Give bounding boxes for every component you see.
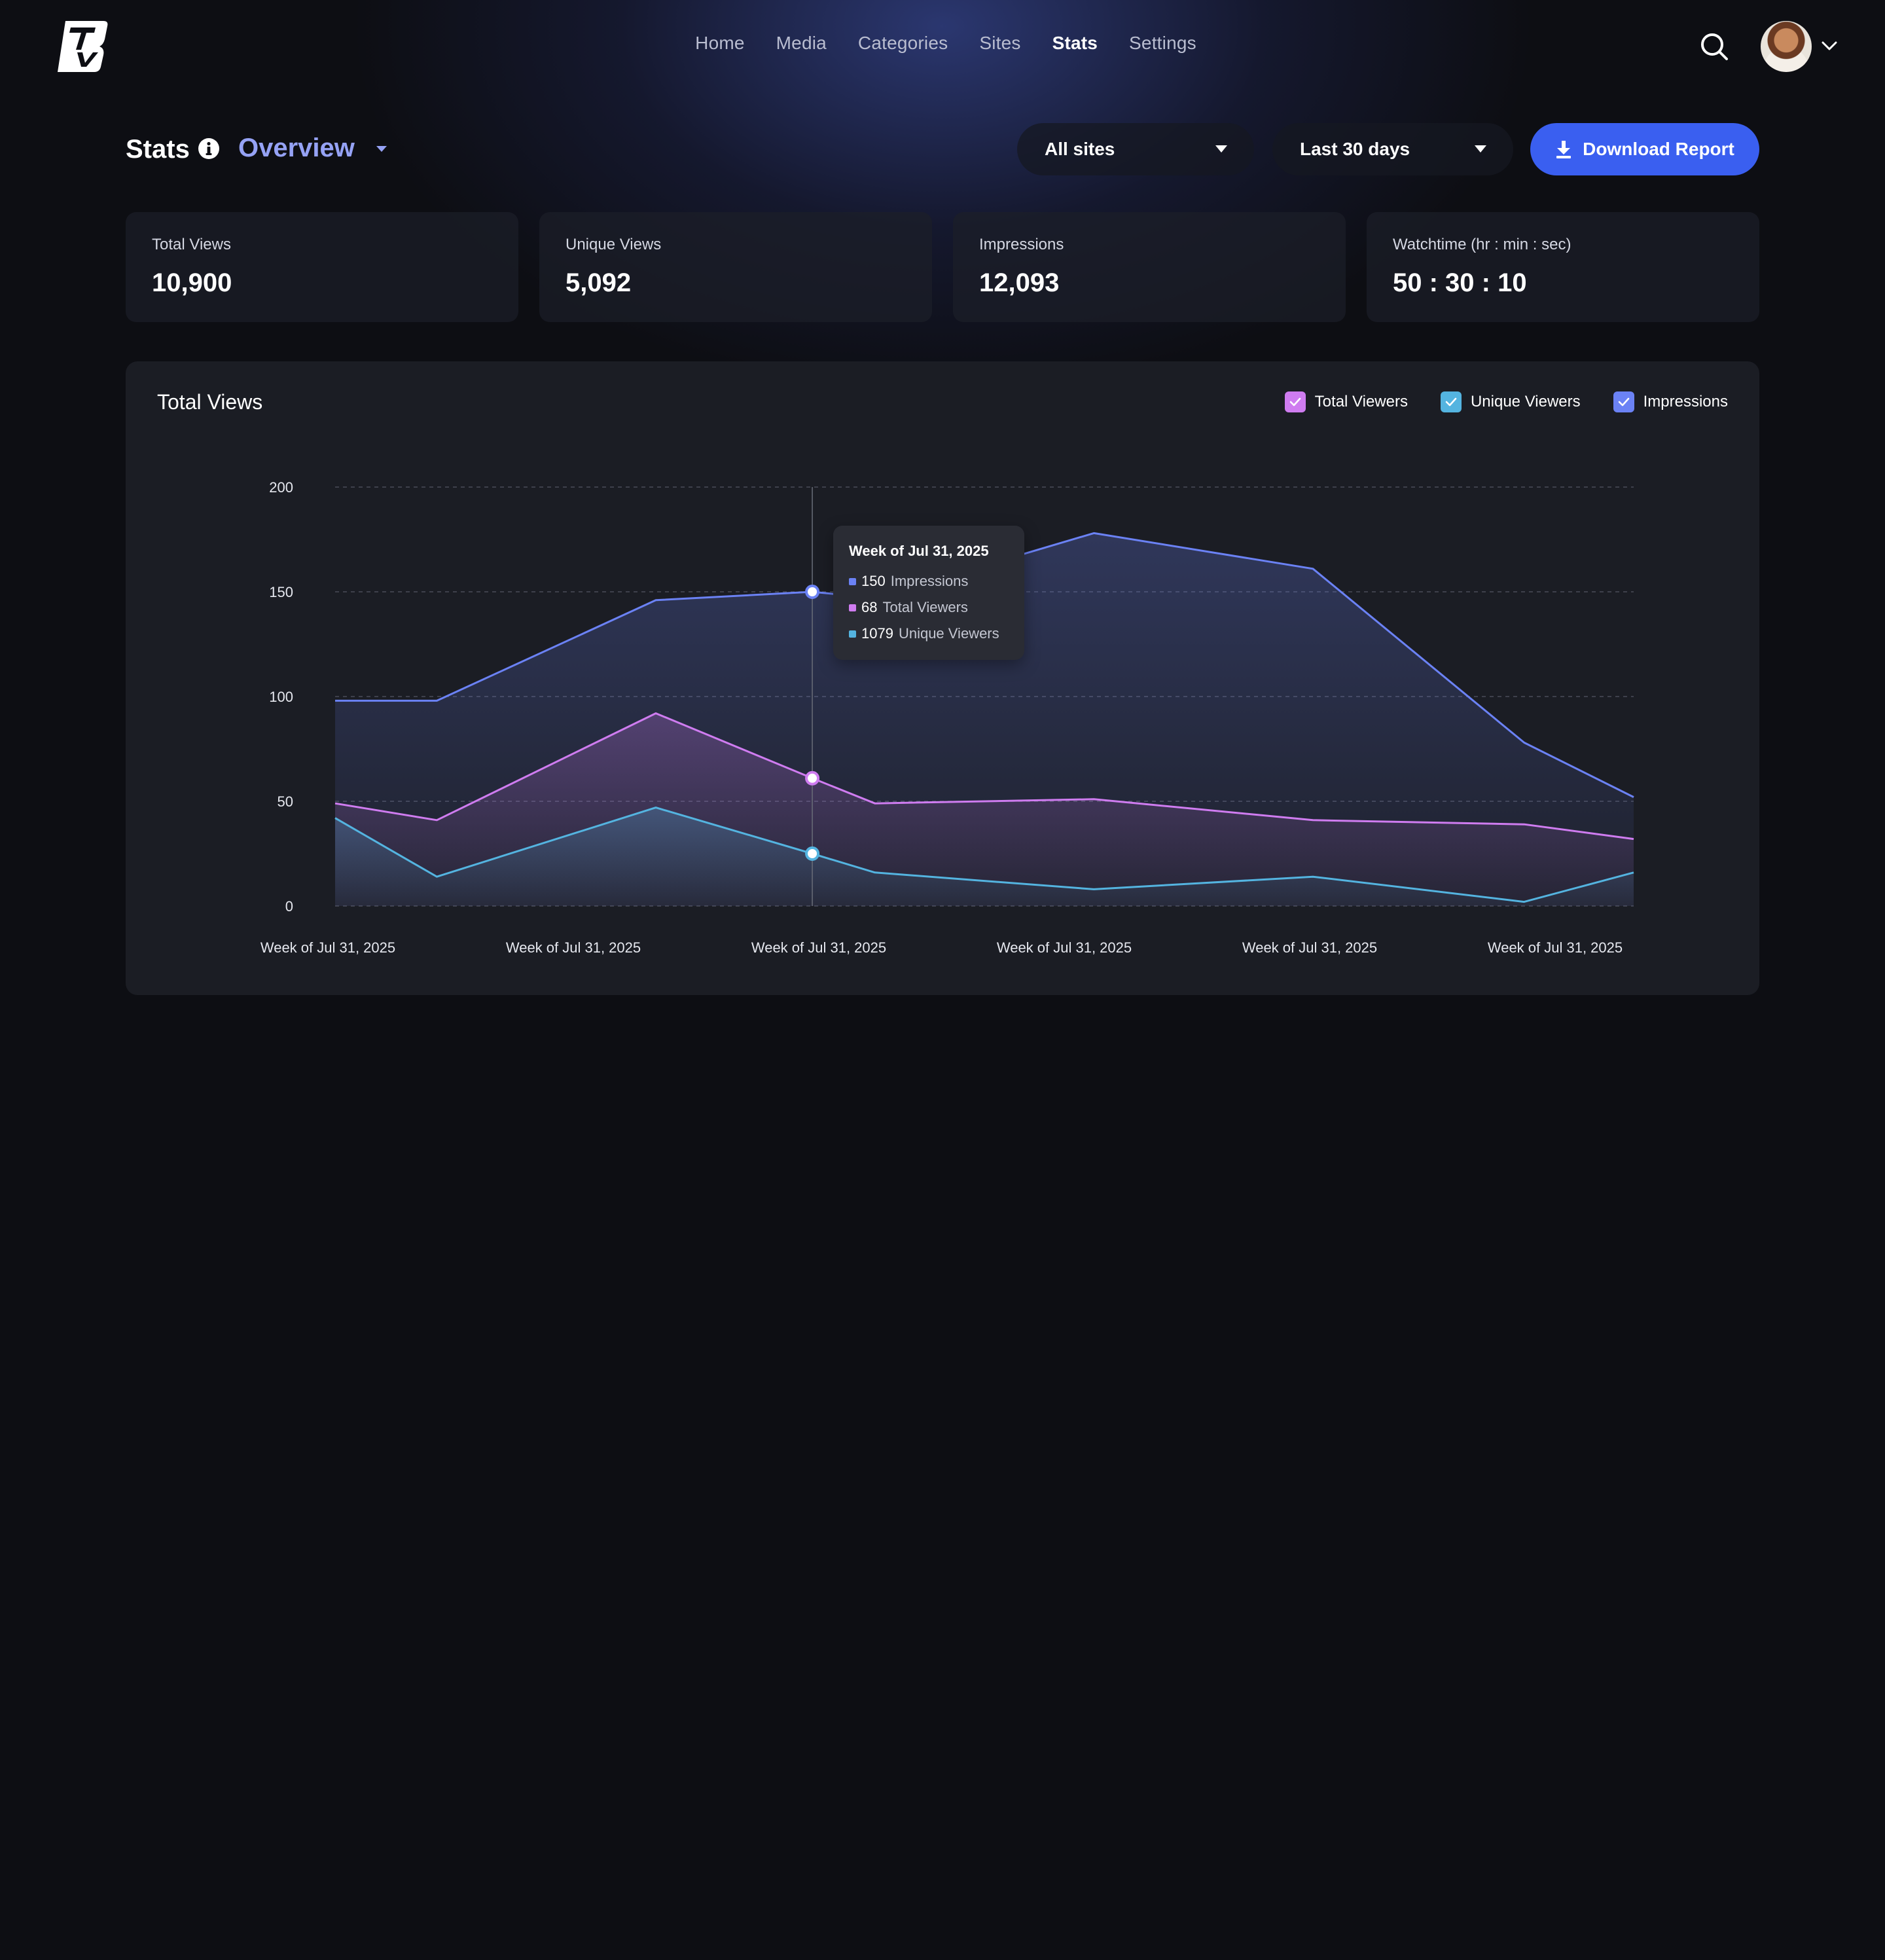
kpi-card-watchtime: Watchtime (hr : min : sec) 50 : 30 : 10 [1367,212,1759,322]
x-tick-label: Week of Jul 31, 2025 [751,939,886,956]
y-tick-label: 0 [285,898,293,915]
kpi-card-impressions: Impressions 12,093 [953,212,1346,322]
info-icon[interactable] [198,137,220,160]
hover-point [805,585,820,599]
checkbox-checked-icon[interactable] [1284,391,1306,412]
legend-unique-viewers[interactable]: Unique Viewers [1440,391,1581,412]
download-report-button[interactable]: Download Report [1530,123,1759,175]
nav-media[interactable]: Media [776,33,827,53]
date-range-value: Last 30 days [1300,139,1410,159]
site-filter-select[interactable]: All sites [1017,123,1254,175]
hover-point [805,846,820,861]
legend-label: Impressions [1643,393,1728,410]
kpi-label: Unique Views [566,236,662,253]
tooltip-value: 68 [861,599,878,615]
caret-down-icon [1475,145,1486,153]
legend-total-viewers[interactable]: Total Viewers [1284,391,1408,412]
caret-down-icon[interactable] [374,144,389,153]
legend-label: Total Viewers [1314,393,1408,410]
y-tick-label: 150 [269,584,293,600]
kpi-label: Watchtime (hr : min : sec) [1393,236,1571,253]
caret-down-icon [1215,145,1227,153]
kpi-value: 5,092 [566,268,632,297]
nav-sites[interactable]: Sites [979,33,1021,53]
hover-point [805,771,820,786]
y-tick-label: 50 [278,793,293,810]
x-tick-label: Week of Jul 31, 2025 [1242,939,1377,956]
kpi-value: 50 : 30 : 10 [1393,268,1527,297]
user-avatar[interactable] [1761,21,1812,72]
tooltip-series-name: Unique Viewers [898,625,999,642]
kpi-value: 10,900 [152,268,232,297]
series-line-total-viewers [334,712,1634,841]
legend-impressions[interactable]: Impressions [1613,391,1728,412]
x-tick-label: Week of Jul 31, 2025 [260,939,395,956]
search-icon[interactable] [1699,31,1729,62]
main-nav: Home Media Categories Sites Stats Settin… [0,33,1885,54]
chart-tooltip: Week of Jul 31, 2025 150 Impressions 68 … [833,526,1024,660]
tooltip-row-impressions: 150 Impressions [849,573,968,590]
kpi-value: 12,093 [979,268,1060,297]
y-tick-label: 100 [269,689,293,705]
chart-title: Total Views [157,390,263,414]
total-views-chart-panel: 0 50 100 150 200 Week of Jul 31, 2025 Week of … [126,361,1759,995]
tooltip-row-unique-viewers: 1079 Unique Viewers [849,625,999,642]
tooltip-value: 1079 [861,625,893,642]
brand-logo[interactable] [56,20,109,73]
checkbox-checked-icon[interactable] [1613,391,1634,412]
site-filter-value: All sites [1045,139,1115,159]
tooltip-row-total-viewers: 68 Total Viewers [849,599,968,616]
series-marker [849,577,856,585]
series-marker [849,604,856,611]
date-range-select[interactable]: Last 30 days [1272,123,1513,175]
nav-settings[interactable]: Settings [1129,33,1196,53]
x-tick-label: Week of Jul 31, 2025 [997,939,1132,956]
view-selector[interactable]: Overview [238,134,355,162]
tooltip-value: 150 [861,573,886,589]
nav-stats[interactable]: Stats [1052,33,1098,53]
checkbox-checked-icon[interactable] [1440,391,1462,412]
kpi-label: Impressions [979,236,1064,253]
series-marker [849,630,856,638]
page-title: Stats [126,135,190,164]
download-report-label: Download Report [1583,139,1734,159]
nav-home[interactable]: Home [695,33,745,53]
tooltip-series-name: Total Viewers [882,599,968,615]
nav-categories[interactable]: Categories [857,33,948,53]
y-tick-label: 200 [269,479,293,496]
x-tick-label: Week of Jul 31, 2025 [506,939,641,956]
kpi-card-total-views: Total Views 10,900 [126,212,518,322]
legend-label: Unique Viewers [1470,393,1581,410]
x-tick-label: Week of Jul 31, 2025 [1488,939,1623,956]
tooltip-title: Week of Jul 31, 2025 [849,543,989,559]
series-area-unique-viewers [335,807,1634,906]
chevron-down-icon[interactable] [1820,38,1839,54]
kpi-label: Total Views [152,236,231,253]
download-icon [1556,141,1571,158]
chart-legend: Total Viewers Unique Viewers Impressions [1284,391,1728,412]
series-line-unique-viewers [334,807,1634,903]
kpi-card-unique-views: Unique Views 5,092 [539,212,932,322]
tooltip-series-name: Impressions [890,573,969,589]
top-navigation: Home Media Categories Sites Stats Settin… [0,0,1885,95]
